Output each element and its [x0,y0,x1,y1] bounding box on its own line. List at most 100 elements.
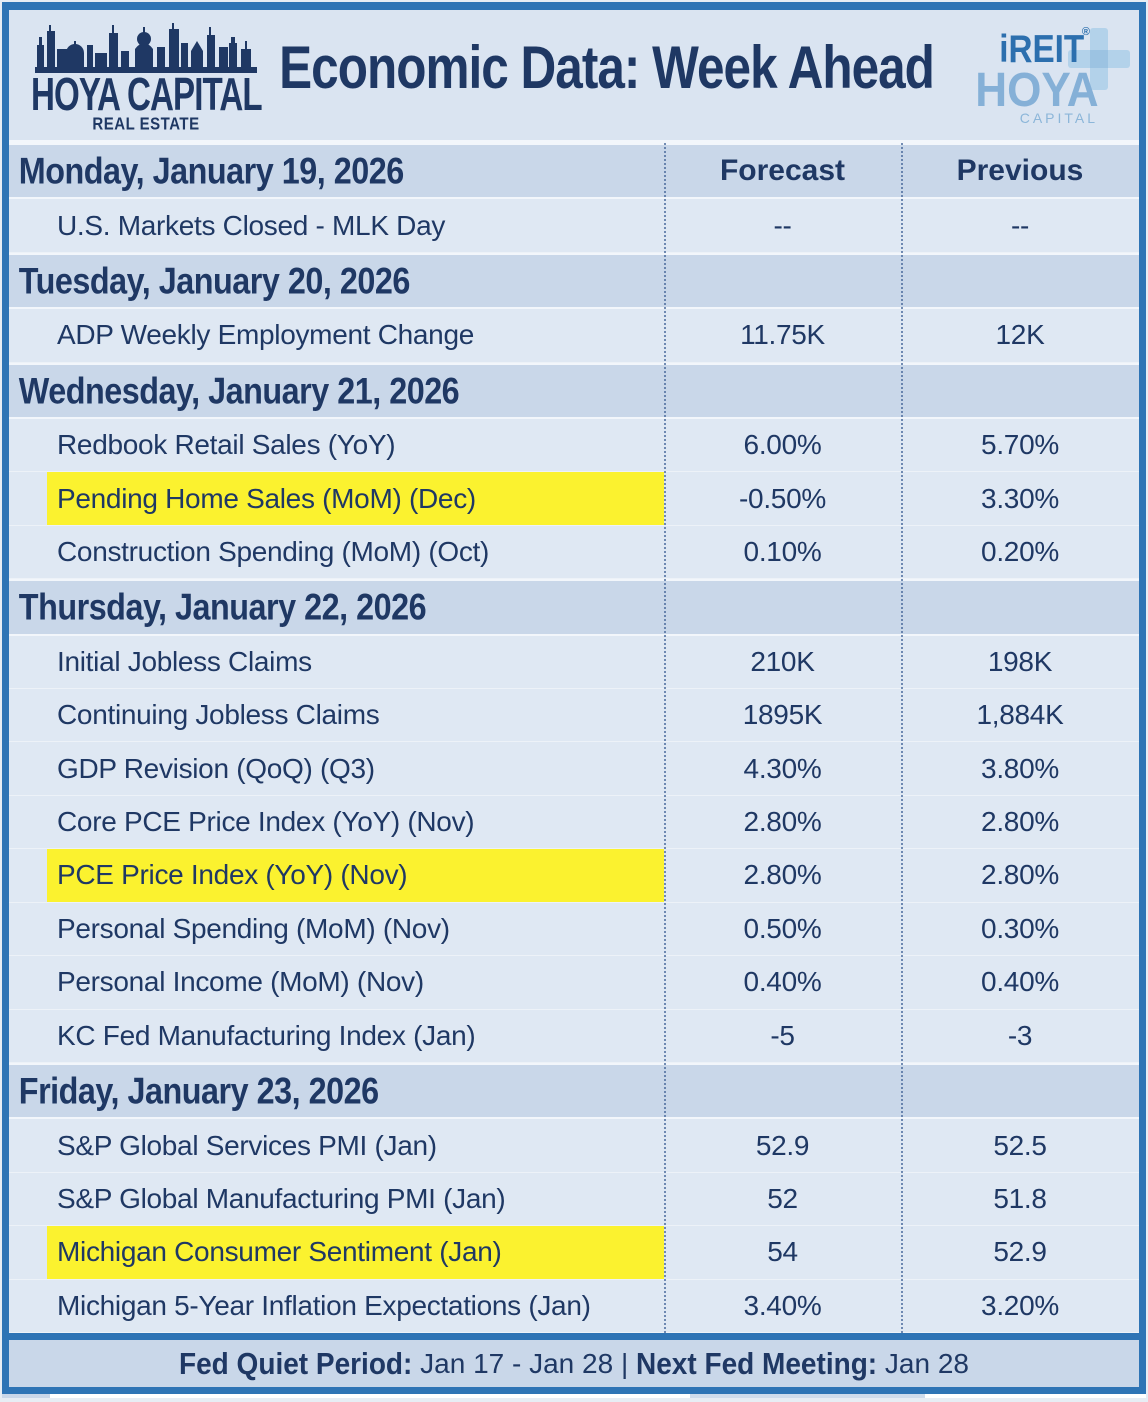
indicator-row: Redbook Retail Sales (YoY) 6.00% 5.70% [9,419,1139,473]
registered-mark: ® [1081,26,1091,38]
indicator-row: S&P Global Manufacturing PMI (Jan) 52 51… [9,1172,1139,1227]
indicator-row: Personal Spending (MoM) (Nov) 0.50% 0.30… [9,902,1139,957]
previous-value: 3.80% [981,752,1059,784]
capital-wordmark: CAPITAL [1019,110,1099,126]
forecast-value: 0.10% [743,536,822,568]
day-header-label: Tuesday, January 20, 2026 [18,259,411,302]
day-header-row: Wednesday, January 21, 2026 [9,362,1139,420]
indicator-label: PCE Price Index (YoY) (Nov) [9,849,664,902]
previous-value: 5.70% [981,429,1059,461]
previous-value: 12K [995,319,1045,351]
economic-calendar-table: Monday, January 19, 2026 Forecast Previo… [9,140,1139,1333]
fed-quiet-period-dates: Jan 17 - Jan 28 [412,1347,621,1379]
forecast-value: 0.40% [743,966,822,998]
indicator-row: GDP Revision (QoQ) (Q3) 4.30% 3.80% [9,742,1139,796]
day-header-label: Monday, January 19, 2026 [18,149,404,192]
brand-subtitle: REAL ESTATE [92,114,200,135]
indicator-row: KC Fed Manufacturing Index (Jan) -5 -3 [9,1009,1139,1063]
forecast-value: -- [773,209,792,241]
day-header-row: Thursday, January 22, 2026 [9,579,1139,636]
indicator-label: Personal Income (MoM) (Nov) [57,966,424,998]
fed-note: Fed Quiet Period: Jan 17 - Jan 28 | Next… [9,1340,1139,1387]
footer-separator: | [620,1347,636,1379]
indicator-label: ADP Weekly Employment Change [57,319,474,351]
indicator-label: Michigan 5-Year Inflation Expectations (… [57,1289,591,1321]
previous-value: 0.40% [981,966,1059,998]
indicator-row: Continuing Jobless Claims 1895K 1,884K [9,689,1139,743]
indicator-row: Construction Spending (MoM) (Oct) 0.10% … [9,525,1139,580]
previous-value: 51.8 [993,1182,1047,1214]
forecast-value: 54 [767,1236,798,1268]
previous-value: 52.9 [993,1236,1047,1268]
forecast-value: 2.80% [743,859,822,891]
ireit-wordmark: iREIT [998,28,1084,71]
forecast-value: 2.80% [743,806,822,838]
indicator-label: Initial Jobless Claims [57,645,312,677]
next-table-sliver [2,1394,1146,1398]
previous-column-header: Previous [956,154,1084,188]
day-header-row: Friday, January 23, 2026 [9,1062,1139,1120]
indicator-label: Personal Spending (MoM) (Nov) [57,912,450,944]
indicator-label: Pending Home Sales (MoM) (Dec) [9,472,664,525]
forecast-value: 1895K [742,699,823,731]
city-skyline-icon [35,23,257,73]
page-title: Economic Data: Week Ahead [279,33,935,101]
indicator-row: Michigan Consumer Sentiment (Jan) 54 52.… [9,1226,1139,1280]
previous-value: 3.30% [981,482,1059,514]
footer-divider [9,1333,1139,1340]
masthead: HOYA CAPITAL REAL ESTATE Economic Data: … [9,10,1139,140]
indicator-label: S&P Global Services PMI (Jan) [57,1129,437,1161]
brand-name: HOYA CAPITAL [30,67,263,121]
indicator-label: Michigan Consumer Sentiment (Jan) [9,1226,664,1279]
day-header-label: Friday, January 23, 2026 [18,1069,379,1112]
previous-value: 2.80% [981,859,1059,891]
indicator-label: KC Fed Manufacturing Index (Jan) [57,1019,476,1051]
day-header-label: Wednesday, January 21, 2026 [18,369,460,411]
indicator-row: Michigan 5-Year Inflation Expectations (… [9,1279,1139,1333]
indicator-row: ADP Weekly Employment Change 11.75K 12K [9,309,1139,363]
indicator-label: Redbook Retail Sales (YoY) [57,429,396,461]
indicator-label: U.S. Markets Closed - MLK Day [57,209,446,241]
hoya-capital-logo: HOYA CAPITAL REAL ESTATE [23,17,269,135]
previous-value: -- [1010,209,1030,241]
forecast-column-header: Forecast [719,154,846,188]
day-header-label: Thursday, January 22, 2026 [18,586,427,628]
forecast-value: 52.9 [755,1129,810,1161]
column-divider-2 [901,143,903,1333]
indicator-label: S&P Global Manufacturing PMI (Jan) [57,1182,506,1214]
indicator-row: Pending Home Sales (MoM) (Dec) -0.50% 3.… [9,472,1139,526]
forecast-value: 6.00% [743,429,822,461]
forecast-value: 11.75K [740,319,825,351]
forecast-value: 4.30% [743,752,822,784]
forecast-value: 0.50% [743,912,822,944]
fed-quiet-period-label: Fed Quiet Period: [179,1345,413,1380]
indicator-label: Continuing Jobless Claims [57,699,380,731]
indicator-label: GDP Revision (QoQ) (Q3) [57,752,375,784]
indicator-row: PCE Price Index (YoY) (Nov) 2.80% 2.80% [9,849,1139,903]
next-fed-meeting-date: Jan 28 [877,1347,969,1379]
indicator-row: U.S. Markets Closed - MLK Day -- -- [9,199,1139,253]
next-fed-meeting-label: Next Fed Meeting: [636,1345,878,1380]
ireit-hoya-logo: iREIT ® HOYA CAPITAL [944,16,1134,134]
previous-value: 52.5 [993,1129,1047,1161]
previous-value: 1,884K [976,699,1064,731]
hoya-wordmark: HOYA [975,61,1099,117]
plus-cross-icon [1068,28,1131,95]
previous-value: 198K [987,645,1053,677]
previous-value: 0.30% [981,912,1059,944]
forecast-value: 210K [750,645,815,677]
indicator-row: S&P Global Services PMI (Jan) 52.9 52.5 [9,1119,1139,1173]
indicator-label: Construction Spending (MoM) (Oct) [57,536,490,568]
indicator-row: Initial Jobless Claims 210K 198K [9,635,1139,690]
previous-value: 2.80% [981,806,1059,838]
forecast-value: -0.50% [739,482,826,514]
column-divider-1 [664,143,666,1333]
forecast-value: -5 [770,1019,795,1051]
indicator-row: Personal Income (MoM) (Nov) 0.40% 0.40% [9,956,1139,1010]
previous-value: 3.20% [981,1289,1059,1321]
forecast-value: 3.40% [743,1289,822,1321]
day-header-row: Tuesday, January 20, 2026 [9,252,1139,310]
previous-value: 0.20% [981,536,1059,568]
indicator-label: Core PCE Price Index (YoY) (Nov) [57,806,475,838]
